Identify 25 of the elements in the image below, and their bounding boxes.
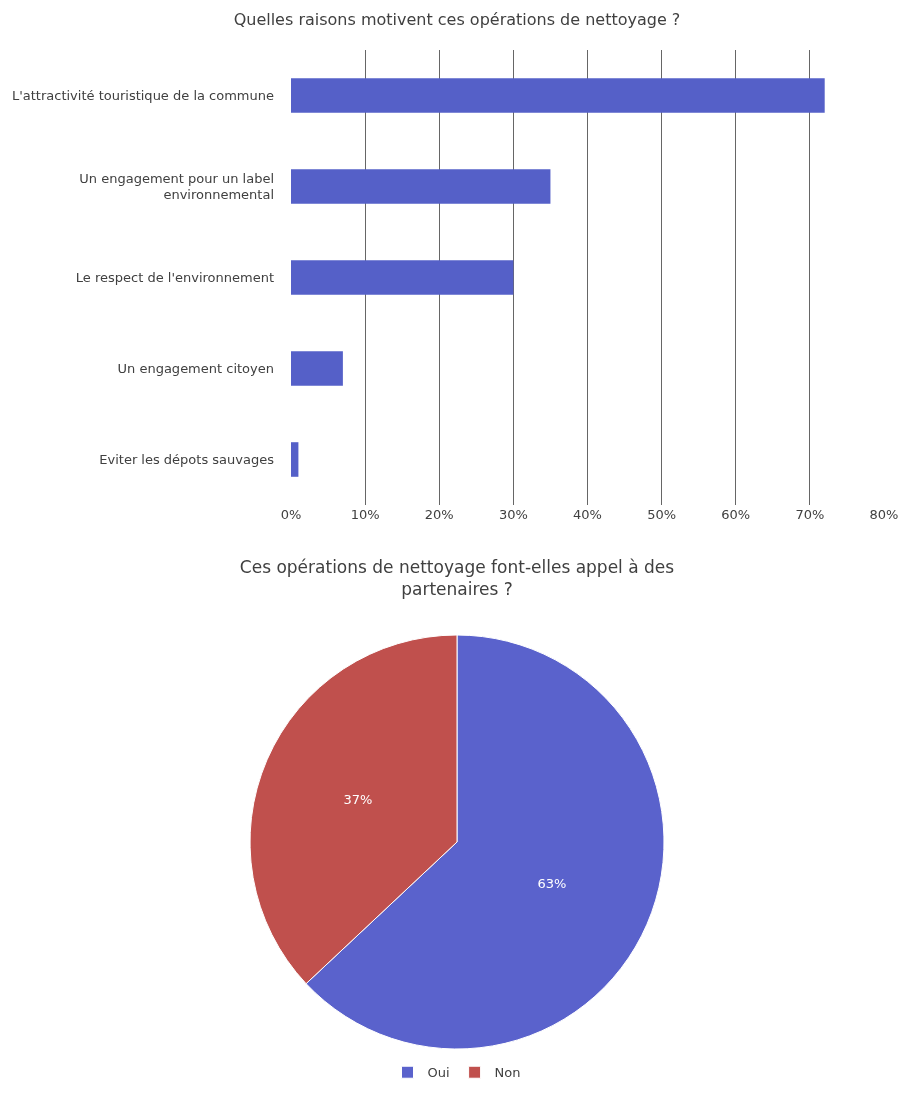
bar bbox=[291, 442, 299, 477]
y-tick-label: Eviter les dépots sauvages bbox=[99, 452, 275, 468]
x-tick-label: 20% bbox=[424, 507, 454, 522]
x-tick-label: 80% bbox=[869, 507, 899, 522]
x-tick-label: 0% bbox=[280, 507, 302, 522]
y-tick-label: Un engagement citoyen bbox=[117, 361, 274, 377]
legend-label: Oui bbox=[427, 1065, 450, 1081]
x-tick-label: 40% bbox=[573, 507, 602, 522]
x-tick-label: 60% bbox=[721, 507, 751, 522]
y-tick-label: Un engagement pour un label environnemental bbox=[79, 170, 274, 203]
y-tick-label: L'attractivité touristique de la commune bbox=[11, 88, 274, 104]
x-tick-label: 30% bbox=[498, 507, 528, 522]
chart-title: Quelles raisons motivent ces opérations de nettoyage ? bbox=[233, 9, 681, 29]
x-tick-label: 10% bbox=[350, 507, 380, 522]
legend-label: Non bbox=[494, 1065, 521, 1081]
data-label: 37% bbox=[343, 791, 373, 807]
bar bbox=[291, 260, 514, 295]
x-tick-label: 70% bbox=[795, 507, 825, 522]
y-tick-label: Le respect de l'environnement bbox=[75, 270, 274, 286]
data-label: 63% bbox=[537, 875, 567, 891]
bar bbox=[291, 78, 825, 113]
bar bbox=[291, 351, 343, 386]
x-tick-label: 50% bbox=[647, 507, 677, 522]
bar bbox=[291, 169, 551, 204]
chart-title: Ces opérations de nettoyage font-elles appel à des partenaires ? bbox=[239, 557, 675, 600]
